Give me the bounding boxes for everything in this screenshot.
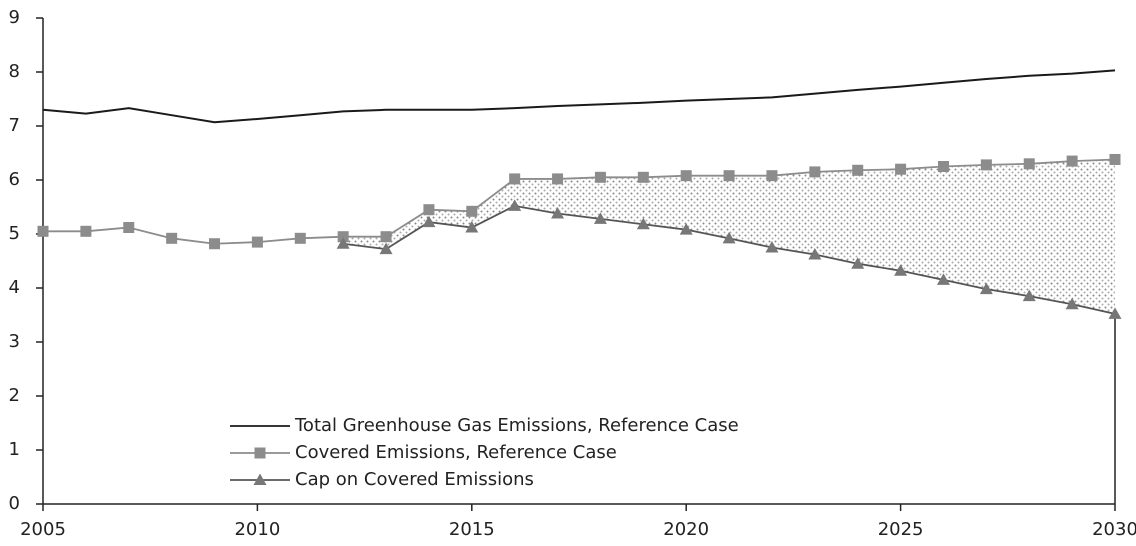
y-tick-label: 5 <box>9 223 20 244</box>
marker-square <box>766 170 778 182</box>
marker-square <box>294 232 306 244</box>
marker-triangle <box>765 241 779 253</box>
marker-square <box>1023 158 1035 170</box>
y-tick-label: 9 <box>9 7 20 28</box>
legend-label: Cap on Covered Emissions <box>295 469 534 490</box>
marker-square <box>166 232 178 244</box>
marker-triangle <box>593 212 607 224</box>
marker-triangle <box>936 273 950 285</box>
x-tick-label: 2015 <box>449 519 495 540</box>
marker-square <box>209 238 221 250</box>
marker-square <box>337 231 349 243</box>
marker-square <box>637 171 649 183</box>
marker-square <box>1109 153 1121 165</box>
marker-triangle <box>508 199 522 211</box>
marker-triangle <box>253 473 267 485</box>
x-tick-label: 2010 <box>234 519 280 540</box>
y-tick-label: 2 <box>9 385 20 406</box>
marker-triangle <box>422 215 436 228</box>
marker-triangle <box>379 242 393 255</box>
marker-square <box>380 231 392 243</box>
y-tick-label: 8 <box>9 61 20 82</box>
legend-label: Covered Emissions, Reference Case <box>295 442 617 463</box>
marker-square <box>423 204 435 216</box>
marker-square <box>123 222 135 234</box>
marker-square <box>251 236 263 248</box>
marker-triangle <box>851 257 865 269</box>
marker-triangle <box>336 237 350 249</box>
marker-square <box>723 170 735 182</box>
marker-triangle <box>894 264 908 276</box>
marker-square <box>1066 155 1078 167</box>
marker-square <box>509 173 521 185</box>
marker-square <box>466 205 478 217</box>
legend-label: Total Greenhouse Gas Emissions, Referenc… <box>294 415 739 436</box>
marker-square <box>852 164 864 176</box>
marker-triangle <box>1065 297 1079 310</box>
marker-triangle <box>808 248 822 260</box>
marker-square <box>895 163 907 175</box>
x-tick-label: 2030 <box>1092 519 1136 540</box>
marker-triangle <box>722 231 736 244</box>
y-tick-label: 1 <box>9 439 20 460</box>
marker-square <box>37 225 49 237</box>
y-tick-label: 6 <box>9 169 20 190</box>
y-tick-label: 0 <box>9 493 20 514</box>
y-tick-label: 3 <box>9 331 20 352</box>
marker-triangle <box>1108 307 1122 319</box>
marker-triangle <box>1022 289 1036 302</box>
marker-triangle <box>636 217 650 230</box>
marker-triangle <box>551 206 565 219</box>
marker-square <box>980 159 992 171</box>
marker-triangle <box>679 223 693 235</box>
marker-square <box>809 166 821 178</box>
marker-square <box>594 171 606 183</box>
y-tick-label: 7 <box>9 115 20 136</box>
marker-square <box>680 170 692 182</box>
marker-square <box>80 225 92 237</box>
y-tick-label: 4 <box>9 277 20 298</box>
x-tick-label: 2025 <box>878 519 924 540</box>
marker-triangle <box>979 282 993 295</box>
series-line <box>43 158 1116 245</box>
x-tick-label: 2005 <box>20 519 66 540</box>
marker-square <box>937 161 949 172</box>
x-tick-label: 2020 <box>663 519 709 540</box>
marker-square <box>552 173 564 185</box>
series-line <box>42 69 1116 124</box>
marker-triangle <box>465 221 479 233</box>
marker-square <box>254 447 266 459</box>
